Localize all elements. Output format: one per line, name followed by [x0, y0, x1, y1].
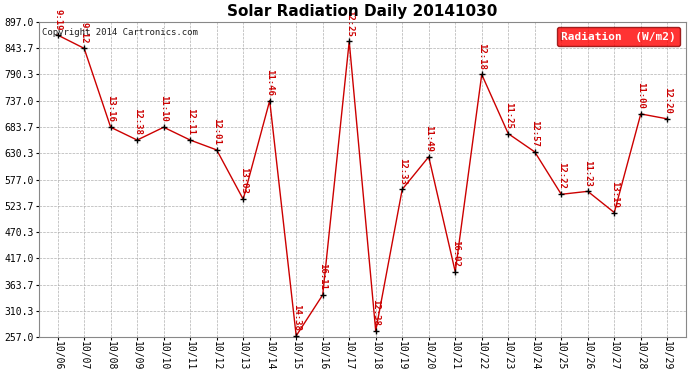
Text: Copyright 2014 Cartronics.com: Copyright 2014 Cartronics.com — [42, 28, 198, 37]
Text: 13:19: 13:19 — [610, 181, 619, 208]
Text: 11:49: 11:49 — [424, 125, 433, 152]
Text: 11:00: 11:00 — [636, 82, 645, 109]
Title: Solar Radiation Daily 20141030: Solar Radiation Daily 20141030 — [227, 4, 497, 19]
Text: 11:46: 11:46 — [265, 69, 274, 96]
Text: 12:25: 12:25 — [345, 10, 354, 36]
Legend: Radiation  (W/m2): Radiation (W/m2) — [557, 27, 680, 46]
Text: 12:18: 12:18 — [477, 43, 486, 69]
Text: 12:57: 12:57 — [530, 120, 540, 147]
Text: 14:38: 14:38 — [292, 304, 301, 331]
Text: 12:38: 12:38 — [371, 299, 380, 326]
Text: 12:01: 12:01 — [213, 118, 221, 145]
Text: 12:20: 12:20 — [663, 87, 672, 114]
Text: 11:10: 11:10 — [159, 95, 168, 122]
Text: 13:03: 13:03 — [239, 167, 248, 194]
Text: 11:23: 11:23 — [583, 159, 592, 186]
Text: 12:33: 12:33 — [397, 158, 406, 184]
Text: 9:12: 9:12 — [79, 22, 88, 44]
Text: 12:38: 12:38 — [132, 108, 141, 135]
Text: 12:11: 12:11 — [186, 108, 195, 135]
Text: 16:02: 16:02 — [451, 240, 460, 267]
Text: 13:16: 13:16 — [106, 95, 115, 122]
Text: 12:22: 12:22 — [557, 162, 566, 189]
Text: 16:11: 16:11 — [318, 263, 327, 290]
Text: 11:25: 11:25 — [504, 102, 513, 129]
Text: 9:19: 9:19 — [53, 9, 62, 30]
